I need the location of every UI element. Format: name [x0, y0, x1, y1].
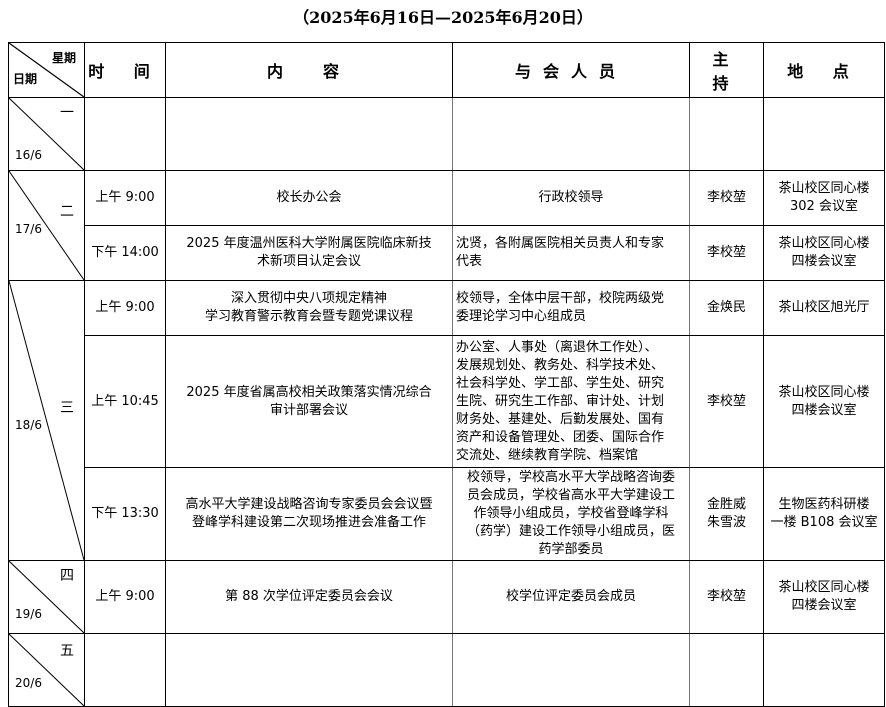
header-content: 内 容 [165, 42, 453, 98]
location-cell: 生物医药科研楼 一楼 B108 会议室 [763, 467, 885, 561]
date: 16/6 [15, 148, 42, 162]
attendees-cell: 校领导，学校高水平大学战略咨询委 员会成员，学校省高水平大学建设工 作领导小组成… [452, 467, 690, 561]
table-row: 二 17/6 上午 9:00 校长办公会 行政校领导 李校堃 茶山校区同心楼 3… [8, 170, 885, 281]
time-cell: 上午 9:00 [84, 170, 166, 226]
attendees-cell: 沈贤，各附属医院相关员责人和专家 代表 [452, 225, 690, 281]
content-cell [165, 633, 453, 707]
header-weekday: 星期 [51, 51, 76, 65]
time-cell [84, 633, 166, 707]
diagonal-line [9, 98, 84, 170]
table-row: 下午 13:30 高水平大学建设战略咨询专家委员会会议暨 登峰学科建设第二次现场… [9, 467, 885, 561]
date: 20/6 [15, 676, 42, 690]
weekday: 一 [60, 105, 74, 121]
time-cell: 下午 14:00 [84, 225, 166, 281]
table-row: 五 20/6 [8, 633, 885, 707]
location-cell: 茶山校区旭光厅 [763, 280, 885, 336]
location-cell [763, 633, 885, 707]
day-cell: 一 16/6 [8, 97, 85, 171]
weekday: 五 [60, 643, 74, 659]
attendees-cell [452, 633, 690, 707]
table-row: 三 18/6 上午 9:00 深入贯彻中央八项规定精神 学习教育警示教育会暨专题… [8, 280, 885, 561]
weekday: 二 [60, 204, 74, 220]
location-cell: 茶山校区同心楼 302 会议室 [763, 170, 885, 226]
day-cell: 四 19/6 [8, 560, 85, 634]
day-cell: 二 17/6 [8, 170, 85, 281]
host-cell: 李校堃 [689, 560, 764, 634]
time-cell: 下午 13:30 [84, 467, 166, 561]
content-cell: 第 88 次学位评定委员会会议 [165, 560, 453, 634]
header-host: 主 持 [689, 42, 764, 98]
host-cell: 金焕民 [689, 280, 764, 336]
attendees-cell [452, 97, 690, 171]
host-cell: 李校堃 [689, 335, 764, 468]
attendees-cell: 校学位评定委员会成员 [452, 560, 690, 634]
content-cell [165, 97, 453, 171]
content-cell: 深入贯彻中央八项规定精神 学习教育警示教育会暨专题党课议程 [165, 280, 453, 336]
host-cell: 李校堃 [689, 170, 764, 226]
content-cell: 2025 年度温州医科大学附属医院临床新技 术新项目认定会议 [165, 225, 453, 281]
header-time: 时 间 [84, 42, 166, 98]
content-cell: 高水平大学建设战略咨询专家委员会会议暨 登峰学科建设第二次现场推进会准备工作 [165, 467, 453, 561]
attendees-cell: 行政校领导 [452, 170, 690, 226]
weekday: 四 [60, 568, 74, 584]
header-attendees: 与会人员 [452, 42, 690, 98]
diagonal-line [9, 171, 84, 280]
attendees-cell: 办公室、人事处（离退休工作处）、 发展规划处、教务处、科学技术处、 社会科学处、… [452, 335, 690, 468]
host-cell: 李校堃 [689, 225, 764, 281]
diagonal-line [9, 43, 84, 97]
time-cell: 上午 10:45 [84, 335, 166, 468]
table-row: 上午 10:45 2025 年度省属高校相关政策落实情况综合 审计部署会议 办公… [9, 335, 885, 468]
table-row: 下午 14:00 2025 年度温州医科大学附属医院临床新技 术新项目认定会议 … [9, 225, 885, 281]
table-row: 一 16/6 [8, 97, 885, 171]
location-cell: 茶山校区同心楼 四楼会议室 [763, 335, 885, 468]
diagonal-line [9, 281, 84, 560]
day-cell: 三 18/6 [8, 280, 85, 561]
header-location: 地 点 [763, 42, 885, 98]
host-cell [689, 633, 764, 707]
day-cell: 五 20/6 [8, 633, 85, 707]
time-cell: 上午 9:00 [84, 280, 166, 336]
location-cell: 茶山校区同心楼 四楼会议室 [763, 560, 885, 634]
diagonal-line [9, 561, 84, 633]
header-date-weekday: 星期 日期 [8, 42, 85, 98]
host-cell [689, 97, 764, 171]
date: 19/6 [15, 607, 42, 621]
page-title: （2025年6月16日—2025年6月20日） [293, 8, 593, 27]
attendees-cell: 校领导，全体中层干部，校院两级党 委理论学习中心组成员 [452, 280, 690, 336]
content-cell: 2025 年度省属高校相关政策落实情况综合 审计部署会议 [165, 335, 453, 468]
weekday: 三 [60, 400, 74, 416]
header-row: 星期 日期 时 间 内 容 与会人员 主 持 地 点 [8, 42, 885, 98]
content-cell: 校长办公会 [165, 170, 453, 226]
date: 17/6 [15, 222, 42, 236]
time-cell [84, 97, 166, 171]
location-cell [763, 97, 885, 171]
location-cell: 茶山校区同心楼 四楼会议室 [763, 225, 885, 281]
date: 18/6 [15, 418, 42, 432]
table-row: 四 19/6 上午 9:00 第 88 次学位评定委员会会议 校学位评定委员会成… [8, 560, 885, 634]
schedule-table: 星期 日期 时 间 内 容 与会人员 主 持 地 点 一 16/6 二 17/6… [8, 42, 885, 707]
time-cell: 上午 9:00 [84, 560, 166, 634]
header-date: 日期 [13, 72, 38, 86]
host-cell: 金胜威 朱雪波 [689, 467, 764, 561]
